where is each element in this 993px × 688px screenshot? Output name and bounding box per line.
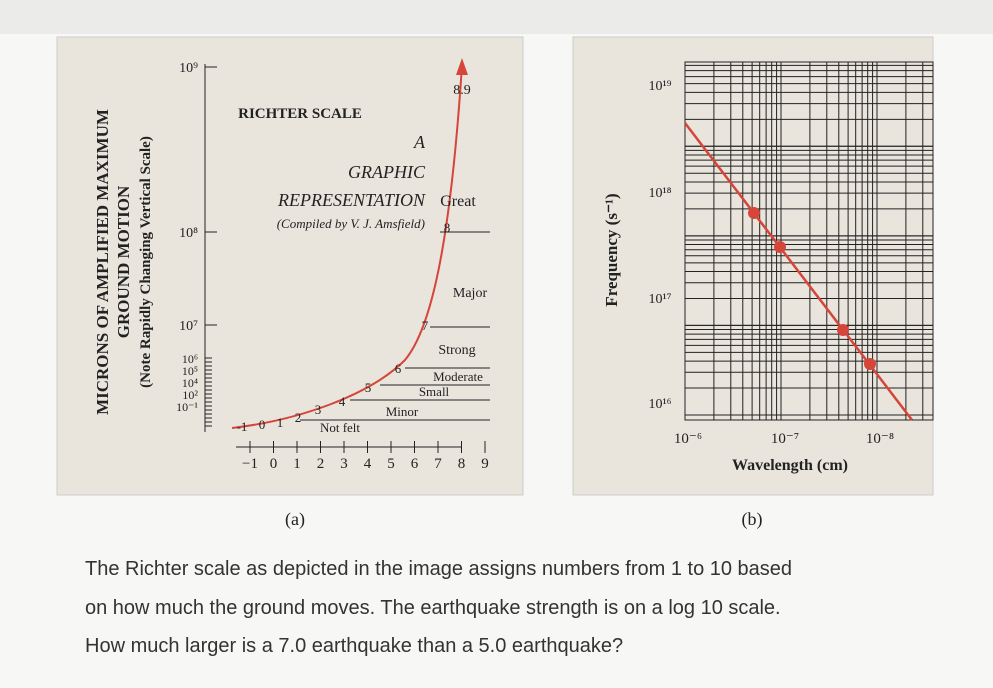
subtitle: REPRESENTATION — [277, 190, 426, 210]
y-tick-label: 10¹⁷ — [648, 292, 671, 307]
question-line: How much larger is a 7.0 earthquake than… — [85, 635, 623, 657]
x-tick-label: 4 — [364, 456, 372, 472]
y-tick-label: 10⁶ — [182, 352, 198, 366]
curve-label: 0 — [259, 417, 266, 432]
caption: (a) — [285, 509, 305, 530]
x-tick-label: 0 — [270, 456, 278, 472]
y-label: (Note Rapidly Changing Vertical Scale) — [138, 136, 154, 388]
class-label: Major — [453, 286, 488, 301]
y-tick-label: 10⁻¹ — [176, 400, 198, 414]
x-tick-label: 10⁻⁷ — [771, 431, 799, 447]
class-label: Moderate — [433, 369, 483, 384]
point — [837, 324, 849, 336]
trend-line — [684, 122, 913, 421]
curve-label: -1 — [237, 419, 248, 434]
y-tick-label: 10⁴ — [182, 376, 198, 390]
top-bar — [0, 0, 993, 34]
y-tick-label: 10¹⁸ — [648, 186, 671, 201]
point — [864, 358, 876, 370]
curve-label: 7 — [422, 318, 429, 333]
grid-frame — [684, 61, 934, 421]
x-tick-label: −1 — [242, 456, 258, 472]
x-tick-label: 5 — [387, 456, 395, 472]
title: RICHTER SCALE — [238, 106, 362, 122]
curve-label: 1 — [277, 415, 284, 430]
question-line: on how much the ground moves. The earthq… — [85, 597, 781, 619]
curve — [231, 64, 463, 429]
y-tick-label: 10⁸ — [179, 226, 198, 241]
y-tick-label: 10² — [182, 388, 198, 402]
x-tick-label: 1 — [293, 456, 301, 472]
curve-label: 6 — [395, 361, 402, 376]
grid — [684, 61, 934, 421]
x-tick-label: 10⁻⁸ — [866, 431, 894, 447]
curve-label: 2 — [295, 410, 302, 425]
curve-label: 4 — [339, 394, 346, 409]
panel — [572, 36, 934, 496]
y-tick-label: 10¹⁶ — [648, 397, 671, 412]
point — [748, 207, 760, 219]
y-tick-label: 10⁷ — [179, 319, 198, 334]
x-tick-label: 6 — [411, 456, 419, 472]
class-label: Strong — [438, 343, 475, 358]
arrow-head — [456, 58, 468, 75]
subtitle: GRAPHIC — [348, 162, 426, 182]
subtitle: A — [413, 132, 426, 152]
class-label: Great — [440, 193, 476, 210]
y-tick-label: 10⁵ — [182, 364, 198, 378]
curve-label: 5 — [365, 380, 372, 395]
figure-b: Frequency (s⁻¹) 10¹⁹ 10¹⁸ 10¹⁷ 10¹⁶ 10⁻⁶… — [572, 36, 934, 530]
y-label: Frequency (s⁻¹) — [602, 193, 621, 306]
y-tick-label: 10¹⁹ — [648, 79, 671, 94]
x-tick-label: 8 — [458, 456, 466, 472]
caption: (b) — [742, 509, 763, 530]
class-label: Small — [419, 384, 450, 399]
credit: (Compiled by V. J. Amsfield) — [277, 216, 425, 231]
x-label: Wavelength (cm) — [732, 457, 848, 474]
class-label: Minor — [386, 404, 419, 419]
curve-label: 8 — [444, 220, 451, 235]
x-tick-label: 7 — [434, 456, 442, 472]
y-tick-label: 10⁹ — [179, 61, 198, 76]
y-label: MICRONS OF AMPLIFIED MAXIMUM — [93, 109, 112, 415]
point — [774, 241, 786, 253]
question-line: The Richter scale as depicted in the ima… — [85, 558, 792, 580]
class-label: Not felt — [320, 420, 360, 435]
figure-a: MICRONS OF AMPLIFIED MAXIMUM GROUND MOTI… — [56, 36, 524, 530]
y-label: GROUND MOTION — [114, 185, 133, 338]
x-tick-label: 2 — [317, 456, 325, 472]
x-tick-label: 9 — [481, 456, 489, 472]
x-tick-label: 3 — [340, 456, 348, 472]
curve-label: 3 — [315, 402, 322, 417]
x-tick-label: 10⁻⁶ — [674, 431, 702, 447]
curve-label: 8.9 — [453, 83, 471, 98]
panel — [56, 36, 524, 496]
